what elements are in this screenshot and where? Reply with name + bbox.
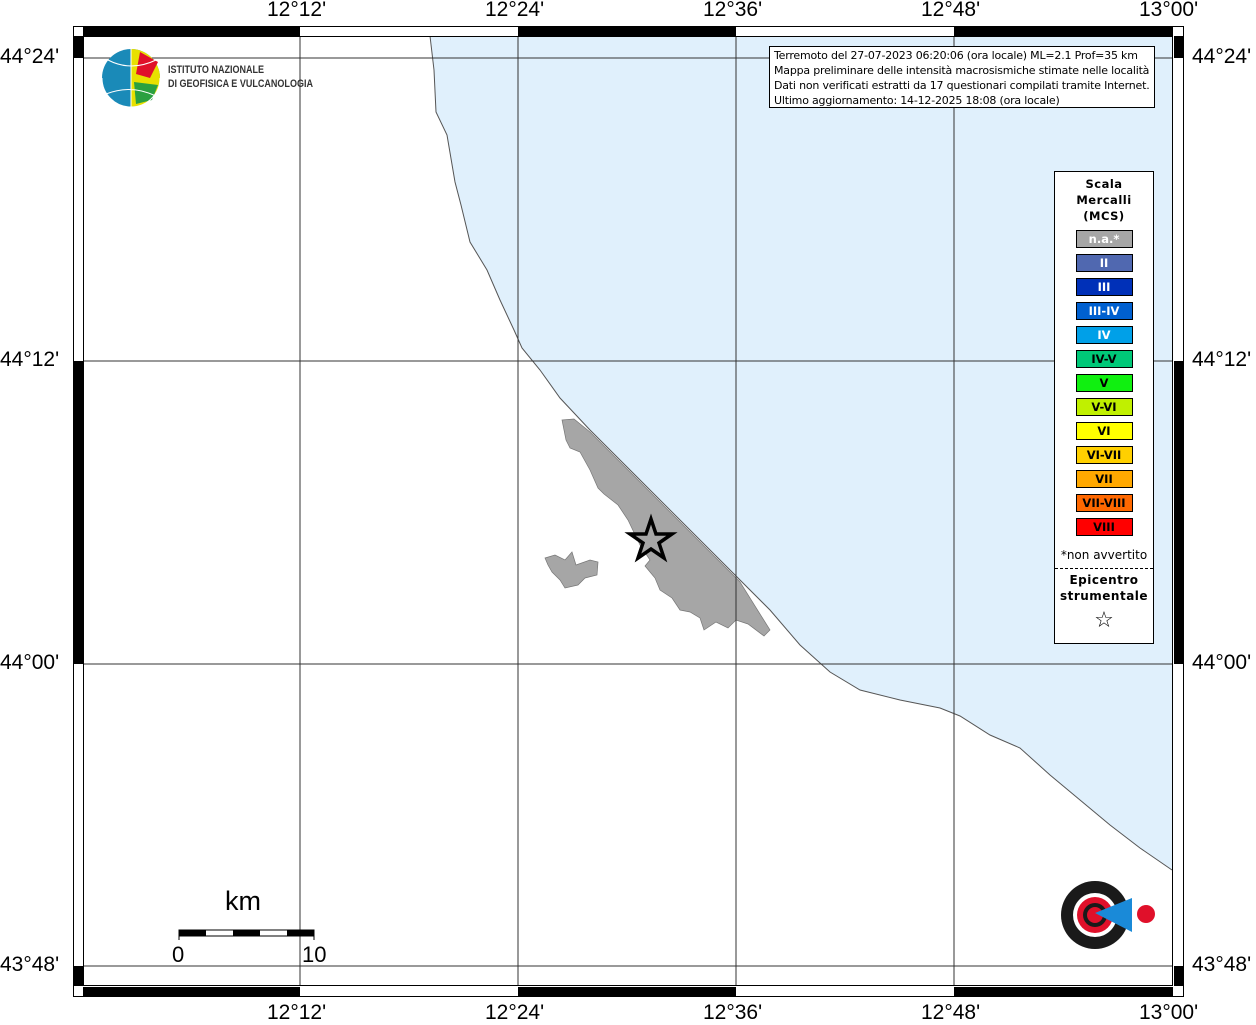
urban-area-coastal <box>561 418 771 637</box>
legend-swatch-na: n.a.* <box>1075 230 1133 248</box>
legend-swatch-vii: VII <box>1075 470 1133 488</box>
lat-tick-left-3: 44°00' <box>0 651 60 674</box>
lon-tick-top-4: 12°48' <box>921 0 981 21</box>
lon-tick-bottom-5: 13°00' <box>1139 1001 1199 1024</box>
legend-swatch-iii: III <box>1075 278 1133 296</box>
event-info-box: Terremoto del 27-07-2023 06:20:06 (ora l… <box>769 46 1155 108</box>
ingv-logo-text: ISTITUTO NAZIONALE DI GEOFISICA E VULCAN… <box>168 63 313 91</box>
legend-swatches: n.a.* II III III-IV IV IV-V V V-VI VI VI-VII VII VI… <box>1055 230 1153 536</box>
mcs-legend: Scala Mercalli (MCS) n.a.* II III III-IV IV I… <box>1054 171 1154 644</box>
urban-area-inland <box>544 551 599 589</box>
legend-swatch-ii: II <box>1075 254 1133 272</box>
scale-end: 10 <box>302 942 327 967</box>
legend-swatch-iiiiv: III-IV <box>1075 302 1133 320</box>
map-frame <box>73 26 1184 997</box>
legend-star-icon: ☆ <box>1094 608 1114 633</box>
hsit-logo-icon <box>1061 881 1155 949</box>
legend-note: *non avvertito <box>1060 548 1148 562</box>
legend-epicenter-label: Epicentro strumentale <box>1055 572 1153 604</box>
lon-tick-top-3: 12°36' <box>703 0 763 21</box>
scale-unit: km <box>225 886 261 916</box>
legend-swatch-vivii: VI-VII <box>1075 446 1133 464</box>
lat-tick-left-4: 43°48' <box>0 953 60 976</box>
lat-tick-right-2: 44°12' <box>1192 348 1252 371</box>
lat-tick-left-1: 44°24' <box>0 45 60 68</box>
legend-swatch-v: V <box>1075 374 1133 392</box>
lon-tick-bottom-1: 12°12' <box>267 1001 327 1024</box>
legend-swatch-vi: VI <box>1075 422 1133 440</box>
legend-title-3: (MCS) <box>1083 209 1125 223</box>
lat-tick-right-3: 44°00' <box>1192 651 1252 674</box>
ingv-line1: ISTITUTO NAZIONALE <box>168 64 265 76</box>
lon-tick-top-1: 12°12' <box>267 0 327 21</box>
sea-area <box>430 36 1172 870</box>
legend-swatch-viiviii: VII-VIII <box>1075 494 1133 512</box>
info-line-4: Ultimo aggiornamento: 14-12-2025 18:08 (… <box>774 94 1060 107</box>
lat-tick-right-4: 43°48' <box>1192 953 1252 976</box>
legend-swatch-vvi: V-VI <box>1075 398 1133 416</box>
epicenter-star-icon[interactable] <box>624 513 678 563</box>
lon-tick-bottom-3: 12°36' <box>703 1001 763 1024</box>
lon-tick-top-5: 13°00' <box>1139 0 1199 21</box>
lon-tick-top-2: 12°24' <box>485 0 545 21</box>
ingv-logo-icon <box>101 49 161 108</box>
lat-tick-right-1: 44°24' <box>1192 45 1252 68</box>
info-line-1: Terremoto del 27-07-2023 06:20:06 (ora l… <box>774 49 1138 62</box>
lat-tick-left-2: 44°12' <box>0 348 60 371</box>
legend-swatch-ivv: IV-V <box>1075 350 1133 368</box>
legend-epi-2: strumentale <box>1059 589 1149 603</box>
scale-start: 0 <box>172 942 185 967</box>
legend-epi-1: Epicentro <box>1069 573 1139 587</box>
scale-bar <box>178 929 315 940</box>
legend-swatch-iv: IV <box>1075 326 1133 344</box>
legend-swatch-viii: VIII <box>1075 518 1133 536</box>
lon-tick-bottom-4: 12°48' <box>921 1001 981 1024</box>
legend-title: Scala Mercalli (MCS) <box>1055 176 1153 224</box>
legend-title-1: Scala <box>1085 177 1123 191</box>
info-line-2: Mappa preliminare delle intensità macros… <box>774 64 1150 77</box>
ingv-line2: DI GEOFISICA E VULCANOLOGIA <box>168 78 313 90</box>
lon-tick-bottom-2: 12°24' <box>485 1001 545 1024</box>
info-line-3: Dati non verificati estratti da 17 quest… <box>774 79 1150 92</box>
coastline <box>429 35 1173 871</box>
legend-title-2: Mercalli <box>1076 193 1132 207</box>
legend-divider <box>1055 568 1153 569</box>
